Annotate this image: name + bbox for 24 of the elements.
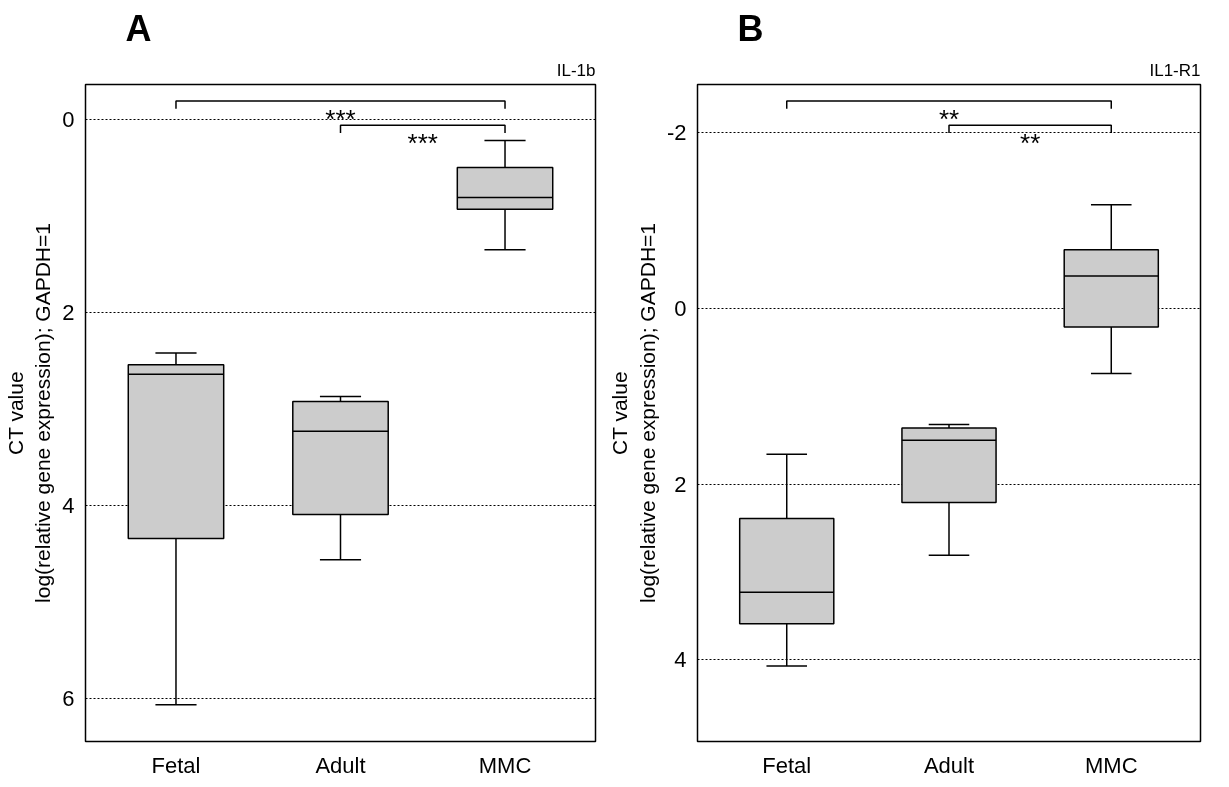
y-axis-title: CT value log(relative gene expression); GAPDH=1 xyxy=(3,223,55,603)
y-tick-label: 4 xyxy=(674,647,687,673)
chart-subtitle: IL-1b xyxy=(556,60,596,80)
chart-title: A xyxy=(125,7,152,49)
x-tick-label: Fetal xyxy=(151,752,201,778)
annotation: ** xyxy=(938,103,960,134)
chart-subtitle: IL1-R1 xyxy=(1149,60,1201,80)
x-tick-label: Fetal xyxy=(762,752,812,778)
annotation: *** xyxy=(325,103,356,134)
annotation: ** xyxy=(1020,127,1041,158)
x-tick-label: MMC xyxy=(478,752,532,778)
x-tick-label: Adult xyxy=(315,752,366,778)
annotation: *** xyxy=(407,127,438,158)
y-axis-title: CT value log(relative gene expression); GAPDH=1 xyxy=(608,223,659,603)
y-tick-label: -2 xyxy=(666,120,687,146)
y-tick-label: 6 xyxy=(62,686,75,712)
y-tick-label: 2 xyxy=(674,471,687,497)
x-tick-label: MMC xyxy=(1084,752,1138,778)
y-tick-label: 0 xyxy=(674,295,687,321)
y-tick-label: 4 xyxy=(62,493,75,519)
y-tick-label: 2 xyxy=(62,300,75,326)
chart-title: B xyxy=(737,7,764,49)
x-tick-label: Adult xyxy=(923,752,975,778)
y-tick-label: 0 xyxy=(62,106,75,132)
